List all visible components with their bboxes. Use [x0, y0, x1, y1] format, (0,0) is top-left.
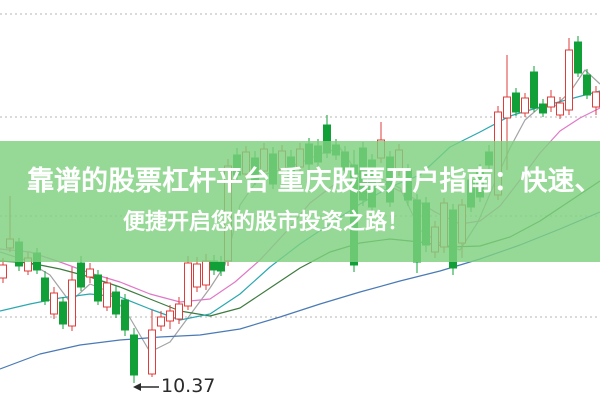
headline-line-2: 便捷开启您的股市投资之路！ [123, 209, 410, 234]
candle-body [175, 303, 183, 320]
candle-body [148, 329, 156, 375]
candle-body [202, 260, 210, 286]
candle-body [583, 74, 591, 96]
candle-body [86, 268, 94, 278]
candle-body [565, 49, 573, 111]
candle-body [50, 292, 58, 315]
candle-body [210, 260, 218, 271]
headline-line-1: 靠谱的股票杠杆平台 重庆股票开户指南：快速、 [27, 166, 600, 196]
candle-body [539, 103, 547, 114]
candle-body [574, 41, 582, 74]
candle-body [41, 277, 49, 302]
candle-body [512, 92, 520, 113]
candle-body [193, 263, 201, 288]
low-price-label: 10.37 [161, 375, 216, 397]
candle-body [68, 279, 76, 327]
headline-banner [0, 141, 600, 262]
candle-body [94, 274, 102, 302]
candle-body [77, 262, 85, 288]
candle-body [0, 264, 7, 279]
low-arrow-head [133, 383, 141, 391]
candle-body [184, 262, 192, 307]
candle-body [112, 291, 120, 315]
candle-body [59, 301, 67, 325]
candle-body [592, 91, 600, 108]
candle-body [503, 96, 511, 119]
candle-body [217, 261, 225, 272]
candle-body [530, 71, 538, 109]
candle-body [547, 96, 555, 108]
candle-body [556, 102, 564, 116]
candle-body [157, 316, 165, 327]
candle-body [521, 97, 529, 114]
candle-body [103, 282, 111, 308]
candle-body [121, 299, 129, 331]
candle-body [130, 334, 138, 376]
candle-body [166, 310, 174, 322]
